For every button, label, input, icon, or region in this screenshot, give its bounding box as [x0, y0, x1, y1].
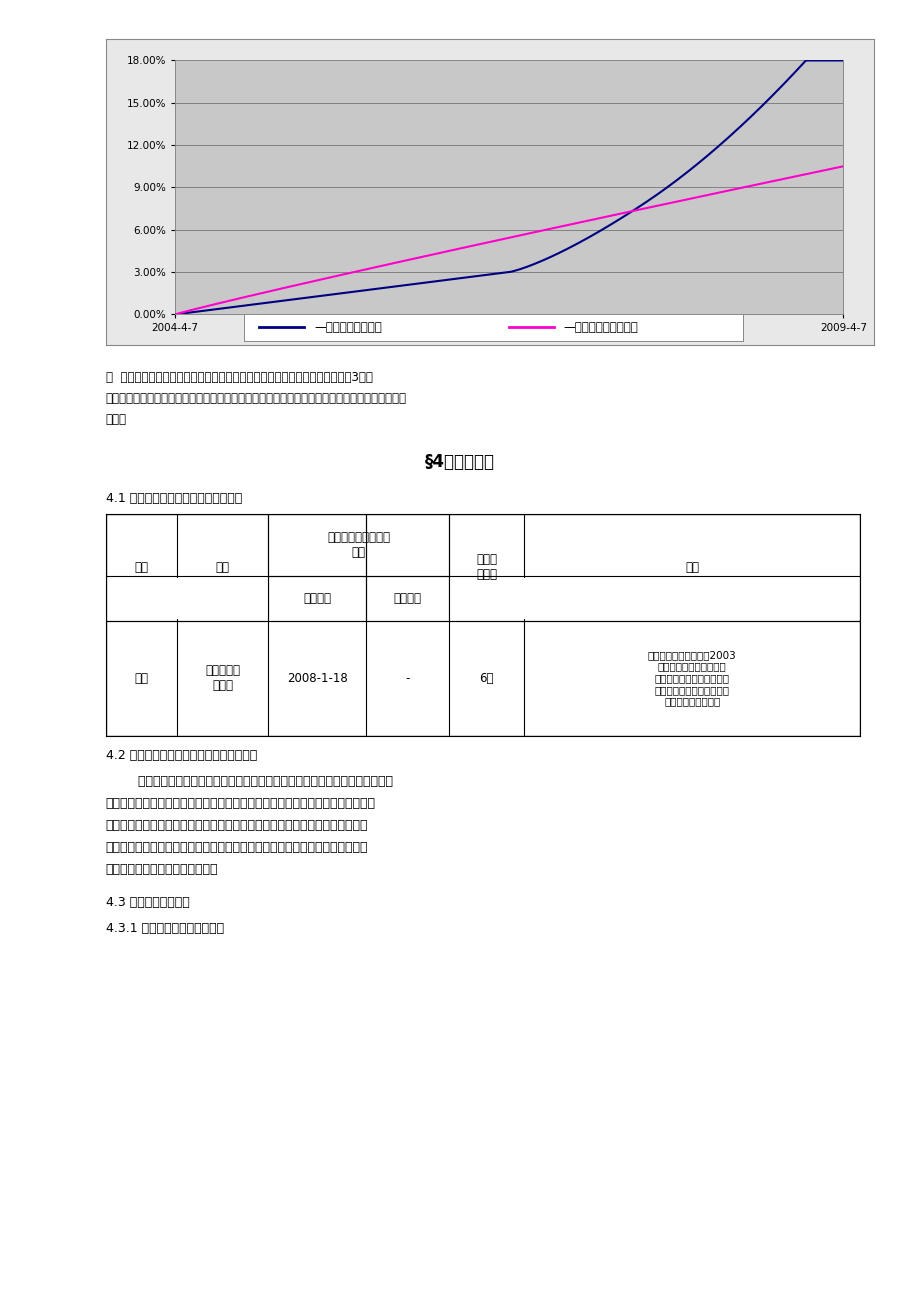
Text: 离任日期: 离任日期: [393, 592, 421, 605]
Text: 售管理办法》、《证券投资基金运作管理办法》、基金合同和其他有关法律法规、: 售管理办法》、《证券投资基金运作管理办法》、基金合同和其他有关法律法规、: [106, 797, 375, 810]
Text: 本报告期内，本基金管理人严格遵守《证券投资基金法》、《证券投资基金销: 本报告期内，本基金管理人严格遵守《证券投资基金法》、《证券投资基金销: [106, 775, 392, 788]
Text: 任职日期: 任职日期: [302, 592, 331, 605]
Text: 本基金的基
金经理: 本基金的基 金经理: [205, 664, 240, 693]
Text: 证券从
业年限: 证券从 业年限: [476, 553, 497, 582]
Text: 注  根据华夏现金增利货币基金的基金合同规定，本基金自基金合同生效之日起3个月: 注 根据华夏现金增利货币基金的基金合同规定，本基金自基金合同生效之日起3个月: [106, 371, 372, 384]
Text: 4.2 报告期内本基金运作遵规守信情况说明: 4.2 报告期内本基金运作遵规守信情况说明: [106, 749, 256, 762]
Text: 约定。: 约定。: [106, 413, 127, 426]
Text: 4.3 公平交易专项说明: 4.3 公平交易专项说明: [106, 896, 189, 909]
Text: 任本基金的基金经理
期限: 任本基金的基金经理 期限: [326, 531, 390, 560]
Text: 4.3.1 公平交易制度的执行情况: 4.3.1 公平交易制度的执行情况: [106, 922, 223, 935]
Text: 损害基金份额持有人利益的行为。: 损害基金份额持有人利益的行为。: [106, 863, 218, 876]
Text: —业绩比较基准收益率: —业绩比较基准收益率: [563, 320, 638, 333]
Text: 监管部门的相关规定，依照诚实信用、勤勉尽责、安全高效的原则管理和运用基: 监管部门的相关规定，依照诚实信用、勤勉尽责、安全高效的原则管理和运用基: [106, 819, 368, 832]
Text: §4管理人报告: §4管理人报告: [425, 453, 494, 471]
Text: -: -: [405, 672, 409, 685]
Text: 2008-1-18: 2008-1-18: [287, 672, 347, 685]
Text: 职务: 职务: [215, 561, 230, 574]
Text: 曲波: 曲波: [134, 672, 149, 685]
Text: 姓名: 姓名: [134, 561, 149, 574]
Text: 说明: 说明: [685, 561, 698, 574]
Text: 清华大学经济学学士。2003
年加入华夏基金管理有限
公司，曾任交易管理部交易
员、华夏现金增利证券投资
基金基金经理助理。: 清华大学经济学学士。2003 年加入华夏基金管理有限 公司，曾任交易管理部交易 …: [647, 650, 736, 706]
Text: 4.1 基金经理（或基金经理小组）简介: 4.1 基金经理（或基金经理小组）简介: [106, 492, 242, 505]
Text: 6年: 6年: [479, 672, 494, 685]
Text: 内使基金的投资组合比例符合本基金合同第十八条（二）投资范围、（六）投资组合的有关约定。: 内使基金的投资组合比例符合本基金合同第十八条（二）投资范围、（六）投资组合的有关…: [106, 392, 406, 405]
Text: —华夏现金增利货币: —华夏现金增利货币: [313, 320, 381, 333]
Text: 金资产，在认真控制投资风险的基础上，为基金份额持有人谋求最大利益，没有: 金资产，在认真控制投资风险的基础上，为基金份额持有人谋求最大利益，没有: [106, 841, 368, 854]
